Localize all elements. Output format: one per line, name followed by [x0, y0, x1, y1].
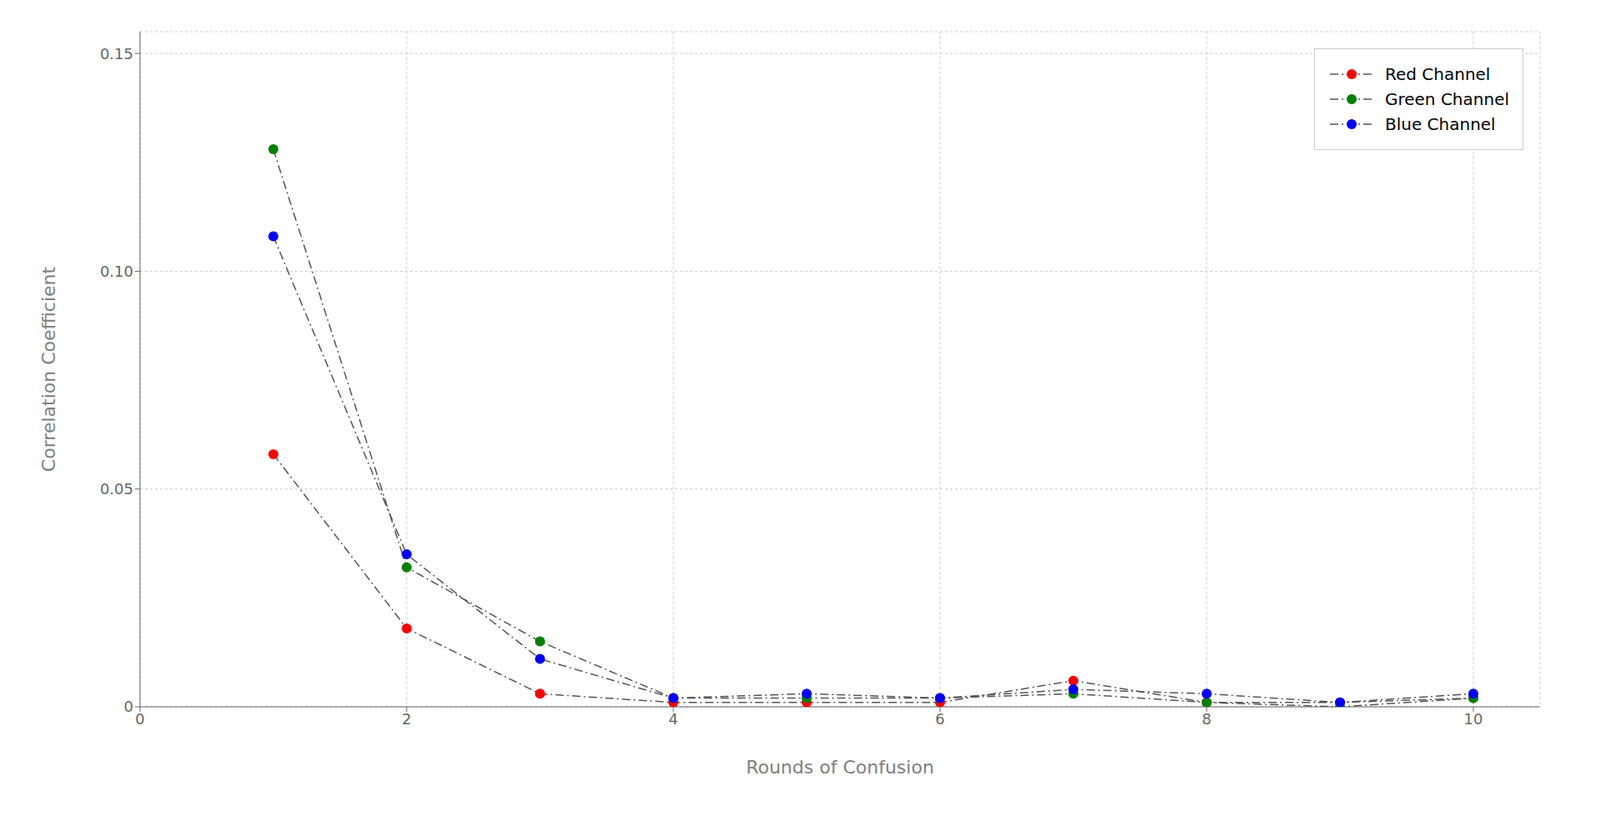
svg-text:8: 8	[1201, 710, 1211, 728]
svg-text:0: 0	[124, 697, 134, 715]
html-text:Blue Channel: Blue Channel	[1385, 114, 1496, 135]
svg-text:4: 4	[668, 710, 678, 728]
html-text:Green Channel: Green Channel	[1385, 89, 1510, 110]
svg-text:10: 10	[1464, 710, 1484, 728]
html-text:Red Channel: Red Channel	[1385, 64, 1491, 85]
svg-text:0.15: 0.15	[100, 45, 134, 63]
svg-text:Correlation Coefficient: Correlation Coefficient	[38, 266, 60, 473]
svg-text:Rounds of Confusion: Rounds of Confusion	[745, 756, 935, 778]
svg-text:6: 6	[935, 710, 945, 728]
svg-text:0.05: 0.05	[100, 480, 134, 498]
svg-text:0.10: 0.10	[100, 262, 134, 280]
svg-text:2: 2	[401, 710, 411, 728]
svg-text:0: 0	[135, 710, 145, 728]
